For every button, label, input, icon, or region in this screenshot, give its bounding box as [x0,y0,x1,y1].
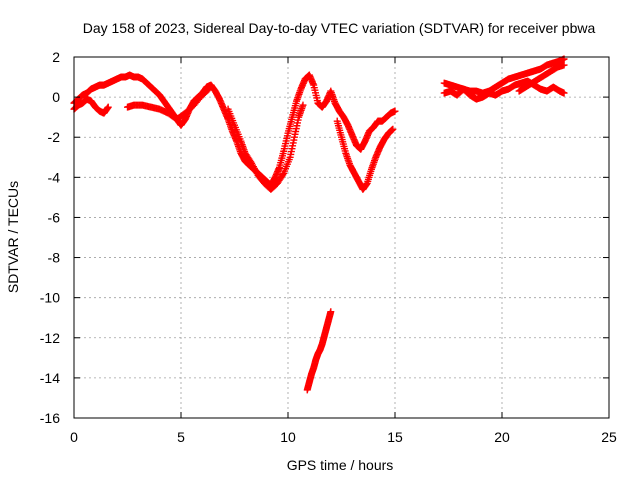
y-tick-label: 2 [52,49,60,65]
plot-frame [73,56,610,419]
data-point-marker [560,89,568,97]
data-point-marker [279,171,287,179]
y-tick-label: -10 [40,290,60,306]
data-point-marker [389,125,397,133]
y-tick-label: 0 [52,89,60,105]
data-point-marker [205,85,213,93]
data-points [70,55,568,394]
chart-title: Day 158 of 2023, Sidereal Day-to-day VTE… [83,20,596,36]
x-axis-label: GPS time / hours [287,457,394,473]
data-point-marker [327,308,335,316]
y-tick-label: -16 [40,410,60,426]
grid [74,57,609,418]
x-tick-label: 15 [387,429,403,445]
y-tick-label: -2 [48,129,61,145]
y-tick-label: -6 [48,209,61,225]
y-tick-label: -4 [48,169,61,185]
y-axis-label: SDTVAR / TECUs [5,181,21,293]
y-tick-label: -8 [48,250,61,266]
tick-labels: 0 5 10 15 20 25 -16 -14 -12 -10 -8 -6 -4 -2 0 2 [40,49,617,445]
x-tick-label: 20 [494,429,510,445]
data-point-marker [104,103,112,111]
x-tick-label: 25 [601,429,617,445]
data-point-marker [560,61,568,69]
data-point-marker [299,101,307,109]
y-tick-label: -14 [40,370,60,386]
y-tick-label: -12 [40,330,60,346]
data-point-marker [391,107,399,115]
x-tick-label: 10 [280,429,296,445]
x-tick-label: 0 [70,429,78,445]
x-tick-label: 5 [177,429,185,445]
axis-ticks [73,56,610,419]
data-point-marker [204,86,212,94]
